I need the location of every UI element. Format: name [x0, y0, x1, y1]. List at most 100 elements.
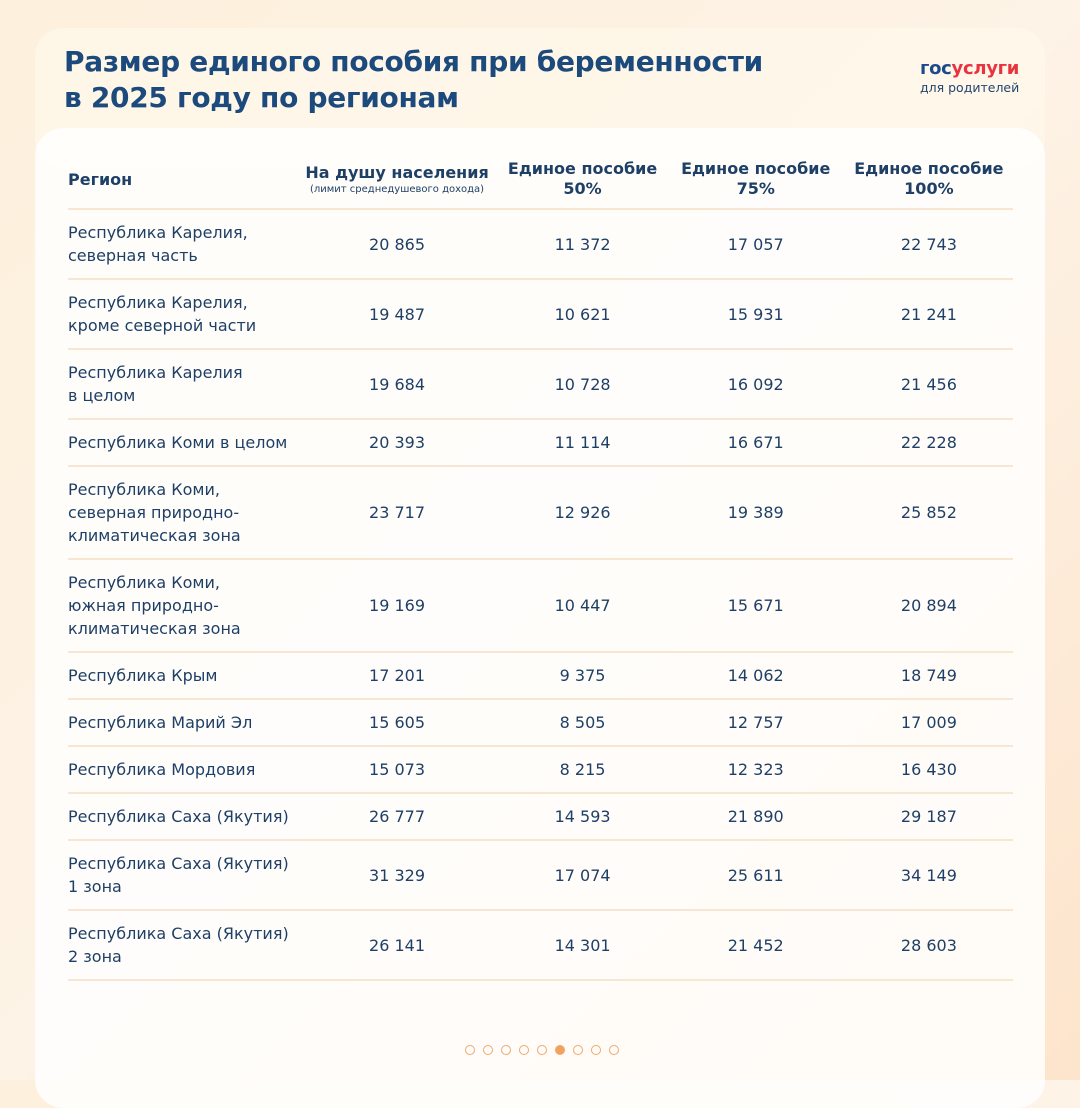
region-line: Республика Карелия,: [68, 293, 248, 312]
region-name: Республика Коми, южная природно-климатиче…: [68, 571, 296, 640]
table-row: Республика Карелия, северная часть 20 865 1…: [68, 210, 1013, 280]
benefit-50-value: 10 728: [554, 374, 611, 394]
region-name: Республика Марий Эл: [68, 711, 296, 734]
per-capita-value: 19 169: [369, 596, 426, 615]
region-name: Республика Саха (Якутия): [68, 805, 296, 828]
logo-subtitle: для родителей: [920, 80, 1020, 95]
benefit-75-value: 16 092: [727, 374, 784, 394]
gosuslugi-logo: госуслуги для родителей: [920, 58, 1019, 95]
pagination-dot[interactable]: [555, 1045, 565, 1055]
pagination-dot[interactable]: [483, 1045, 493, 1055]
pagination-dot[interactable]: [591, 1045, 601, 1055]
pagination-dots: [465, 1045, 619, 1055]
region-line: 1 зона: [68, 877, 122, 896]
region-line: климатическая зона: [68, 619, 241, 638]
region-line: Республика Карелия,: [68, 223, 248, 242]
region-line: Республика Карелия: [68, 363, 243, 382]
region-line: Республика Мордовия: [68, 760, 256, 779]
header-percent: 100%: [904, 179, 954, 198]
benefits-table: Регион На душу населения (лимит среднедуш…: [68, 150, 1013, 981]
header-label: Единое пособие: [854, 159, 1004, 178]
region-line: южная природно-: [68, 596, 219, 615]
header-percent: 75%: [736, 179, 775, 198]
per-capita-value: 15 605: [369, 713, 426, 732]
region-line: северная часть: [68, 246, 198, 265]
table-row: Республика Карелия, кроме северной части 1…: [68, 280, 1013, 350]
table-header: Регион На душу населения (лимит среднедуш…: [68, 150, 1013, 210]
region-line: Республика Коми,: [68, 480, 220, 499]
table-card: [35, 128, 1045, 1108]
page-title: Размер единого пособия при беременности в…: [64, 44, 763, 116]
header-100: Единое пособие 100%: [845, 159, 1013, 199]
pagination-dot[interactable]: [465, 1045, 475, 1055]
benefit-100-value: 34 149: [900, 865, 957, 885]
pagination-dot[interactable]: [573, 1045, 583, 1055]
benefit-50-value: 14 593: [554, 807, 611, 826]
benefit-50-value: 14 301: [554, 935, 611, 955]
region-name: Республика Карелия в целом: [68, 361, 296, 407]
benefit-100-value: 22 228: [900, 433, 957, 452]
benefit-75-value: 12 757: [727, 713, 784, 732]
region-name: Республика Коми в целом: [68, 431, 296, 454]
pagination-dot[interactable]: [609, 1045, 619, 1055]
logo-uslugi: услуги: [951, 58, 1020, 79]
header-per-capita-note: (лимит среднедушевого дохода): [309, 183, 485, 195]
benefit-75-value: 25 611: [727, 865, 784, 885]
benefit-75-value: 16 671: [727, 433, 784, 452]
title-line: в 2025 году по регионам: [64, 81, 459, 114]
benefit-50-value: 8 505: [559, 713, 606, 732]
benefit-50-value: 10 447: [554, 596, 611, 615]
region-name: Республика Саха (Якутия) 1 зона: [68, 852, 296, 898]
table-row: Республика Карелия в целом 19 684 10 728 16 …: [68, 350, 1013, 420]
logo-gos: гос: [920, 58, 952, 79]
table-row: Республика Мордовия 15 073 8 215 12 323 16 4…: [68, 747, 1013, 794]
benefit-75-value: 19 389: [727, 503, 784, 522]
per-capita-value: 20 865: [369, 234, 426, 254]
region-name: Республика Карелия, кроме северной части: [68, 291, 296, 337]
region-name: Республика Карелия, северная часть: [68, 221, 296, 267]
benefit-100-value: 29 187: [900, 807, 957, 826]
benefit-75-value: 17 057: [727, 234, 784, 254]
pagination-dot[interactable]: [519, 1045, 529, 1055]
benefit-75-value: 21 890: [727, 807, 784, 826]
benefit-100-value: 25 852: [900, 503, 957, 522]
region-line: Республика Марий Эл: [68, 713, 253, 732]
header-per-capita-label: На душу населения: [305, 162, 489, 182]
benefit-100-value: 21 456: [900, 374, 957, 394]
benefit-50-value: 11 372: [554, 234, 611, 254]
benefit-50-value: 8 215: [559, 760, 606, 779]
region-line: 2 зона: [68, 947, 122, 966]
region-line: северная природно-: [68, 503, 240, 522]
benefit-100-value: 21 241: [900, 304, 957, 324]
header-percent: 50%: [563, 179, 602, 198]
region-line: Республика Крым: [68, 666, 218, 685]
benefit-50-value: 17 074: [554, 865, 611, 885]
region-name: Республика Коми, северная природно-климат…: [68, 478, 296, 547]
region-line: Республика Саха (Якутия): [68, 924, 289, 943]
header-50: Единое пособие 50%: [498, 159, 666, 199]
per-capita-value: 19 684: [369, 374, 426, 394]
per-capita-value: 20 393: [369, 433, 426, 452]
region-name: Республика Мордовия: [68, 758, 296, 781]
region-line: в целом: [68, 386, 136, 405]
region-line: кроме северной части: [68, 316, 257, 335]
benefit-100-value: 20 894: [900, 596, 957, 615]
region-name: Республика Саха (Якутия) 2 зона: [68, 922, 296, 968]
benefit-50-value: 10 621: [554, 304, 611, 324]
region-line: Республика Саха (Якутия): [68, 854, 289, 873]
table-row: Республика Крым 17 201 9 375 14 062 18 749: [68, 653, 1013, 700]
per-capita-value: 31 329: [369, 865, 426, 885]
pagination-dot[interactable]: [501, 1045, 511, 1055]
region-line: климатическая зона: [68, 526, 241, 545]
per-capita-value: 26 141: [369, 935, 426, 955]
header-75: Единое пособие 75%: [667, 159, 845, 199]
title-line: Размер единого пособия при беременности: [64, 45, 763, 78]
header-per-capita: На душу населения (лимит среднедушевого д…: [296, 163, 499, 196]
header-label: Единое пособие: [507, 159, 658, 178]
table-row: Республика Коми, южная природно-климатиче…: [68, 560, 1013, 653]
benefit-75-value: 12 323: [727, 760, 784, 779]
table-row: Республика Коми, северная природно-климат…: [68, 467, 1013, 560]
pagination-dot[interactable]: [537, 1045, 547, 1055]
region-line: Республика Коми,: [68, 573, 220, 592]
table-row: Республика Саха (Якутия) 1 зона 31 329 17 0…: [68, 841, 1013, 911]
